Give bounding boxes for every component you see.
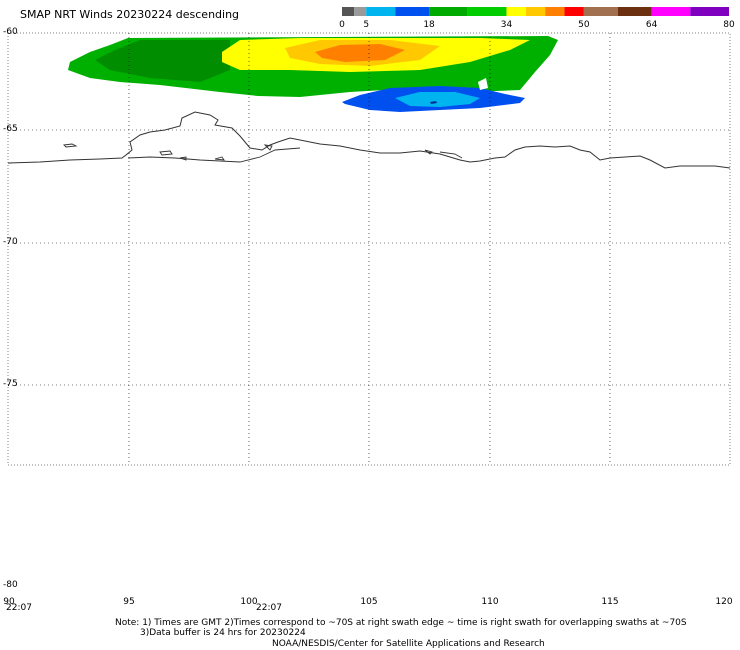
colorbar-segment xyxy=(583,7,618,16)
map-title: SMAP NRT Winds 20230224 descending xyxy=(20,8,240,21)
antarctic-coastline xyxy=(7,111,731,169)
colorbar-segment xyxy=(342,7,355,16)
swath-time-label: 22:07 xyxy=(6,603,32,613)
colorbar-tick-label: 34 xyxy=(500,20,513,30)
coast-islands xyxy=(63,143,463,163)
colorbar-tick-label: 0 xyxy=(339,20,345,30)
colorbar-segment xyxy=(690,7,729,16)
note-line-3: NOAA/NESDIS/Center for Satellite Applica… xyxy=(272,639,545,649)
note-line-1: Note: 1) Times are GMT 2)Times correspon… xyxy=(115,618,687,628)
colorbar-segment xyxy=(354,7,367,16)
swath-dot xyxy=(430,101,437,104)
colorbar-segment xyxy=(395,7,430,16)
lon-label: 110 xyxy=(481,597,499,607)
colorbar-segment xyxy=(429,7,468,16)
lon-label: 105 xyxy=(360,597,378,607)
colorbar-segment xyxy=(525,7,546,16)
lon-label: 95 xyxy=(123,597,135,607)
colorbar-segment xyxy=(545,7,565,16)
colorbar-tick-label: 5 xyxy=(363,20,370,30)
colorbar-segment xyxy=(506,7,526,16)
lat-label: -65 xyxy=(3,124,18,134)
lon-label: 115 xyxy=(601,597,619,607)
colorbar-tick-label: 64 xyxy=(645,20,658,30)
colorbar-segment xyxy=(564,7,584,16)
lat-label: -70 xyxy=(3,237,18,247)
lat-label: -80 xyxy=(3,580,18,590)
lat-label: -60 xyxy=(3,27,18,37)
swath-gap xyxy=(478,78,488,90)
lon-label: 120 xyxy=(715,597,733,607)
lon-label: 90 xyxy=(3,597,15,607)
colorbar-tick-label: 50 xyxy=(578,20,590,30)
colorbar-tick-label: 80 xyxy=(723,20,735,30)
wind-swath-darkgreen xyxy=(95,40,230,82)
colorbar-tick-label: 18 xyxy=(423,20,435,30)
note-line-2: 3)Data buffer is 24 hrs for 20230224 xyxy=(140,628,306,638)
lat-label: -75 xyxy=(3,379,18,389)
graticule xyxy=(8,33,730,465)
colorbar xyxy=(342,7,729,16)
lon-label: 100 xyxy=(240,597,258,607)
swath-time-label: 22:07 xyxy=(256,603,282,613)
wind-swath-orange xyxy=(315,44,405,62)
colorbar-segment xyxy=(617,7,652,16)
wind-swath-lightblue xyxy=(395,92,480,107)
colorbar-segment xyxy=(651,7,691,16)
colorbar-segment xyxy=(366,7,396,16)
colorbar-segment xyxy=(467,7,507,16)
